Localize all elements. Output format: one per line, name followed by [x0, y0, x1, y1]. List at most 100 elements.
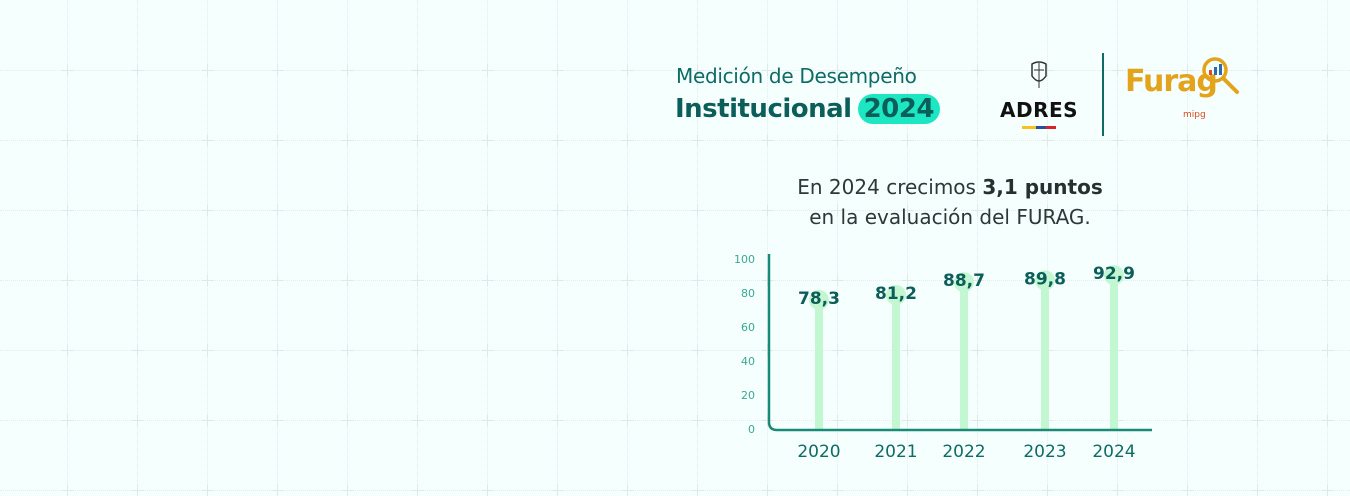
grid-cross	[412, 275, 423, 286]
magnifier-chart-icon	[1202, 57, 1239, 94]
grid-cross	[762, 135, 773, 146]
bar-cap-2020	[809, 289, 829, 310]
grid-cross	[272, 275, 283, 286]
grid-cross	[342, 65, 353, 76]
grid-cross	[622, 205, 633, 216]
grid-cross	[972, 275, 983, 286]
grid-cross	[342, 415, 353, 426]
grid-cross	[412, 345, 423, 356]
grid-cross	[412, 415, 423, 426]
grid-cross	[272, 205, 283, 216]
grid-cross	[1252, 275, 1263, 286]
data-label: 78,3	[798, 289, 840, 309]
grid-cross	[902, 275, 913, 286]
bar-cap-2022	[954, 272, 974, 293]
adres-name: ADRES	[1000, 98, 1079, 122]
grid-cross	[832, 65, 843, 76]
grid-cross	[62, 205, 73, 216]
grid-line	[0, 280, 1350, 281]
grid-cross	[272, 65, 283, 76]
grid-cross	[202, 415, 213, 426]
grid-cross	[1322, 275, 1333, 286]
grid-cross	[1182, 275, 1193, 286]
grid-cross	[762, 205, 773, 216]
grid-cross	[622, 65, 633, 76]
grid-cross	[482, 415, 493, 426]
data-label: 81,2	[875, 284, 917, 304]
grid-cross	[1112, 205, 1123, 216]
bar-cap-2021	[886, 284, 906, 305]
summary-prefix: En 2024 crecimos	[797, 175, 983, 199]
data-label: 92,9	[1093, 264, 1135, 284]
grid-cross	[762, 275, 773, 286]
x-tick-label: 2021	[874, 442, 917, 462]
grid-line	[557, 0, 558, 491]
grid-cross	[552, 135, 563, 146]
grid-cross	[972, 345, 983, 356]
y-tick-label: 100	[734, 253, 755, 266]
grid-cross	[1322, 205, 1333, 216]
grid-cross	[622, 415, 633, 426]
grid-cross	[132, 415, 143, 426]
grid-cross	[62, 275, 73, 286]
y-tick-label: 80	[741, 287, 755, 300]
grid-line	[417, 0, 418, 491]
grid-cross	[342, 135, 353, 146]
grid-cross	[832, 275, 843, 286]
grid-cross	[902, 135, 913, 146]
year-badge: 2024	[857, 94, 940, 124]
grid-cross	[1042, 135, 1053, 146]
bar-cap-2024	[1104, 265, 1124, 286]
adres-logo: ADRES	[1000, 60, 1078, 129]
grid-cross	[482, 65, 493, 76]
grid-cross	[132, 135, 143, 146]
grid-cross	[1042, 65, 1053, 76]
x-tick-label: 2022	[942, 442, 985, 462]
summary-line2: en la evaluación del FURAG.	[809, 205, 1091, 229]
grid-cross	[832, 205, 843, 216]
y-tick-label: 60	[741, 321, 755, 334]
grid-cross	[1322, 135, 1333, 146]
grid-line	[907, 0, 908, 491]
x-tick-label: 2024	[1092, 442, 1135, 462]
grid-cross	[202, 205, 213, 216]
grid-cross	[202, 275, 213, 286]
grid-line	[1327, 0, 1328, 491]
grid-cross	[692, 275, 703, 286]
grid-cross	[62, 415, 73, 426]
grid-cross	[202, 345, 213, 356]
y-tick-label: 0	[748, 423, 755, 436]
grid-cross	[482, 345, 493, 356]
grid-cross	[342, 345, 353, 356]
page-title-line1: Medición de Desempeño	[676, 64, 917, 88]
grid-cross	[342, 205, 353, 216]
grid-cross	[1252, 135, 1263, 146]
y-tick-label: 20	[741, 389, 755, 402]
grid-cross	[552, 205, 563, 216]
grid-line	[767, 0, 768, 491]
grid-cross	[202, 135, 213, 146]
bar-2020	[815, 295, 823, 429]
chart-axis	[767, 254, 1152, 432]
grid-line	[977, 0, 978, 491]
grid-cross	[132, 205, 143, 216]
grid-cross	[1182, 415, 1193, 426]
grid-cross	[1042, 205, 1053, 216]
summary-highlight: 3,1 puntos	[982, 175, 1103, 199]
grid-cross	[552, 415, 563, 426]
grid-cross	[412, 65, 423, 76]
grid-line	[1117, 0, 1118, 491]
grid-cross	[482, 275, 493, 286]
grid-cross	[692, 65, 703, 76]
grid-cross	[692, 415, 703, 426]
grid-line	[0, 420, 1350, 421]
grid-cross	[762, 65, 773, 76]
data-label: 88,7	[943, 271, 985, 291]
grid-cross	[482, 205, 493, 216]
grid-cross	[62, 345, 73, 356]
bar-2021	[892, 290, 900, 429]
flag-stripe	[1000, 126, 1078, 129]
grid-cross	[1182, 345, 1193, 356]
grid-cross	[132, 275, 143, 286]
